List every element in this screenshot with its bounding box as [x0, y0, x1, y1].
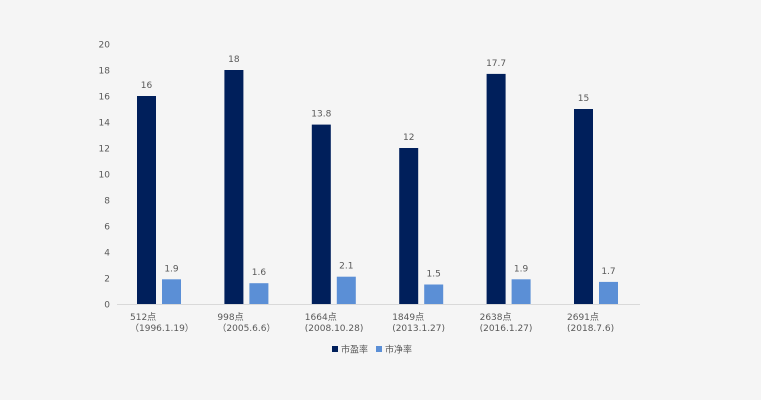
data-label: 16 [141, 81, 153, 91]
y-tick-label: 12 [99, 145, 110, 155]
x-axis: 512点（1996.1.19） 998点（2005.6.6） 1664点(2008.… [117, 304, 640, 334]
bars [137, 70, 618, 305]
x-tick-label: (2013.1.27) [392, 324, 445, 334]
x-tick-label: (2016.1.27) [480, 324, 533, 334]
data-label: 15 [578, 94, 589, 104]
y-tick-label: 0 [104, 301, 110, 311]
data-labels: 16 18 13.8 12 17.7 15 1.9 1.6 2.1 1.5 1.9 1.7 [141, 55, 616, 280]
bar-市盈率 [137, 96, 156, 304]
data-label: 1.5 [427, 270, 441, 280]
legend-label: 市净率 [385, 344, 412, 356]
x-tick-label: 2691点 [567, 312, 599, 323]
data-label: 13.8 [311, 110, 331, 120]
y-tick-label: 8 [104, 197, 110, 207]
x-tick-label: (2018.7.6) [567, 324, 614, 334]
data-label: 12 [403, 133, 414, 143]
bar-市盈率 [574, 109, 593, 304]
x-tick-label: （1996.1.19） [130, 323, 194, 334]
bar-市净率 [249, 283, 269, 304]
bar-市净率 [424, 284, 444, 304]
y-tick-label: 14 [99, 119, 111, 129]
data-label: 1.6 [252, 268, 267, 278]
y-tick-label: 2 [104, 275, 110, 285]
data-label: 18 [228, 55, 240, 65]
data-label: 1.7 [601, 267, 615, 277]
bar-市净率 [599, 281, 618, 304]
x-tick-label: 1664点 [305, 312, 337, 323]
bar-市盈率 [399, 148, 419, 304]
y-tick-label: 10 [99, 171, 111, 181]
y-tick-label: 20 [99, 41, 111, 51]
y-axis: 0 2 4 6 8 10 12 14 16 18 20 [99, 41, 111, 311]
x-tick-label: 2638点 [480, 312, 512, 323]
x-tick-label: (2008.10.28) [305, 324, 364, 334]
bar-市净率 [162, 279, 181, 304]
bar-市盈率 [224, 70, 244, 304]
data-label: 1.9 [514, 264, 529, 274]
x-tick-label: 998点 [217, 312, 243, 323]
y-tick-label: 6 [104, 223, 110, 233]
legend-swatch [332, 346, 338, 352]
bar-市盈率 [486, 73, 506, 305]
data-label: 1.9 [164, 264, 179, 274]
bar-市净率 [336, 276, 356, 304]
legend-swatch [376, 346, 382, 352]
bar-市盈率 [311, 124, 331, 304]
y-tick-label: 18 [99, 67, 111, 77]
x-tick-label: 1849点 [392, 312, 424, 323]
data-label: 17.7 [486, 59, 506, 69]
y-tick-label: 16 [99, 93, 111, 103]
x-tick-label: （2005.6.6） [217, 323, 275, 334]
legend: 市盈率 市净率 [332, 344, 412, 356]
y-tick-label: 4 [104, 249, 110, 259]
x-tick-label: 512点 [130, 312, 156, 323]
legend-label: 市盈率 [341, 344, 368, 356]
data-label: 2.1 [339, 262, 353, 272]
bar-市净率 [511, 279, 531, 304]
